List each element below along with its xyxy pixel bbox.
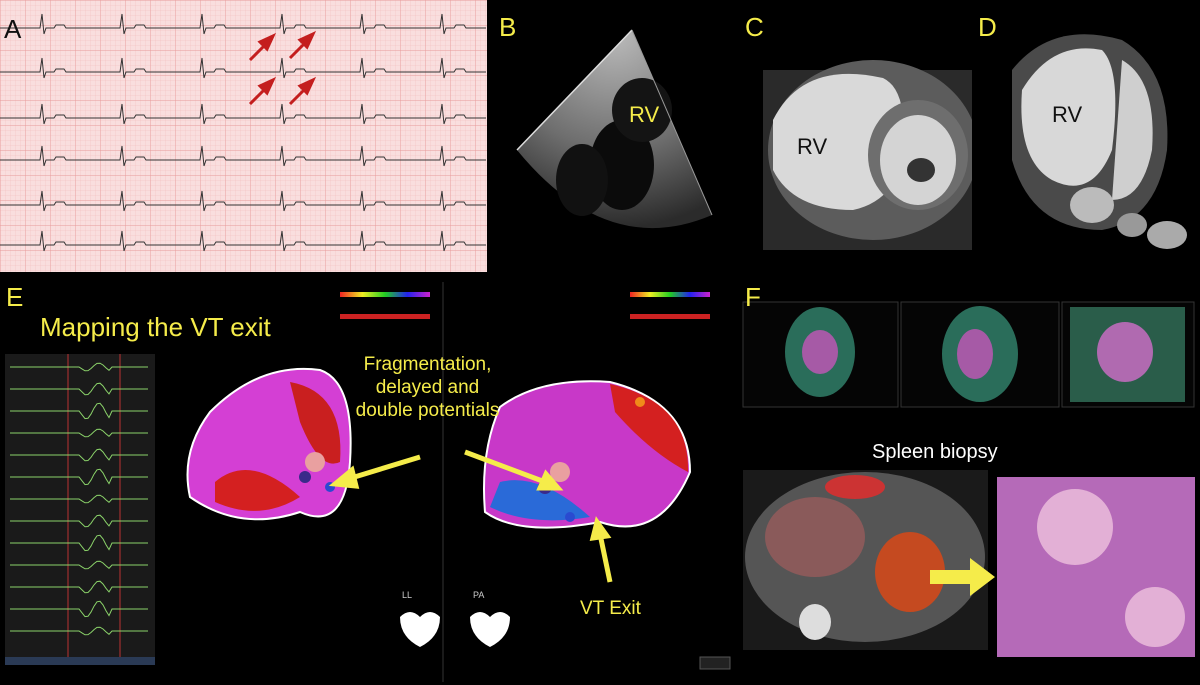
yellow-arrow-icon (328, 449, 613, 583)
panel-b-echo: B RV (487, 0, 733, 272)
panel-d-label: D (978, 12, 997, 42)
panel-d-ct: D RV (972, 0, 1200, 272)
ecg-tracing (0, 0, 487, 272)
panel-c-label: C (745, 12, 764, 42)
panel-e-label: E (6, 282, 24, 312)
panel-c-ct: C RV (733, 0, 972, 272)
vt-exit-label: VT Exit (580, 598, 641, 619)
fragmentation-annotation: Fragmentation, delayed and double potent… (355, 354, 500, 421)
panel-f-label: F (745, 282, 761, 312)
panel-a-ecg: A (0, 0, 487, 272)
view-pa-label: PA (473, 590, 485, 600)
ct-axial-image (763, 60, 972, 250)
view-ll-label: LL (402, 590, 413, 600)
electroanatomic-map (5, 282, 731, 682)
panel-d-rv-label: RV (1052, 102, 1083, 127)
panel-b-rv-label: RV (629, 102, 660, 127)
panel-e-title: Mapping the VT exit (40, 312, 271, 342)
panel-c-rv-label: RV (797, 134, 828, 159)
spleen-biopsy-title: Spleen biopsy (872, 441, 998, 463)
panel-a-label: A (4, 14, 22, 44)
yellow-arrow-icon (930, 558, 995, 596)
panel-e-mapping: E Mapping the VT exit Fragmentation, del… (0, 272, 735, 685)
panel-f-pet-biopsy: F Spleen biopsy (735, 272, 1200, 685)
red-arrow-icon (248, 30, 317, 106)
pet-ct-image (742, 301, 1195, 657)
ct-sagittal-image (1012, 34, 1187, 249)
echo-image (516, 29, 713, 229)
panel-b-label: B (499, 12, 517, 42)
